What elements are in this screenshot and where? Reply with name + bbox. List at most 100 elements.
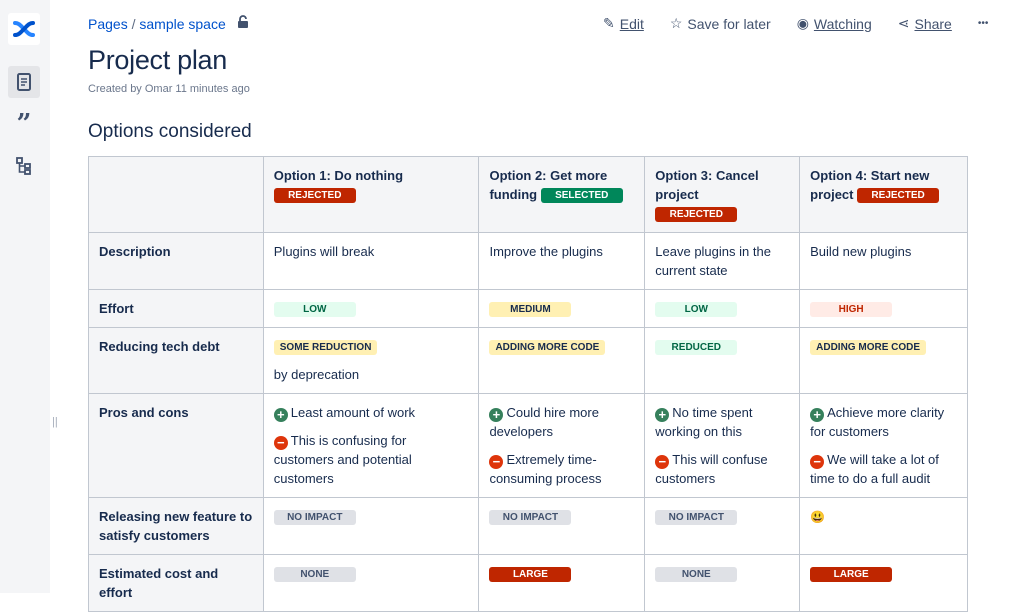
options-table: Option 1: Do nothing REJECTED Option 2: G… xyxy=(88,156,968,612)
option-title: Option 1: Do nothing xyxy=(273,168,404,183)
breadcrumb-pages[interactable]: Pages xyxy=(88,16,128,32)
cell-note: by deprecation xyxy=(273,367,360,382)
effort-badge: HIGH xyxy=(810,302,893,318)
more-actions-button[interactable]: ••• xyxy=(978,15,989,32)
pro-text: Least amount of work xyxy=(290,405,416,420)
star-icon: ☆ xyxy=(669,15,683,31)
page-title: Project plan xyxy=(88,45,227,75)
edit-label: Edit xyxy=(619,15,644,32)
table-row: Releasing new feature to satisfy custome… xyxy=(88,497,968,555)
status-badge: REJECTED xyxy=(655,207,738,223)
minus-icon: − xyxy=(655,455,670,469)
option-header: Option 1: Do nothing REJECTED xyxy=(262,156,480,233)
effort-badge: LOW xyxy=(655,302,738,318)
breadcrumb-space[interactable]: sample space xyxy=(139,16,226,32)
cost-badge: LARGE xyxy=(810,567,893,583)
quote-icon[interactable]: ” xyxy=(16,109,32,139)
effort-badge: LOW xyxy=(273,302,356,318)
option-title: Option 3: Cancel project xyxy=(655,168,759,202)
plus-icon: + xyxy=(273,408,288,422)
corner-cell xyxy=(88,156,264,233)
cell: ADDING MORE CODE xyxy=(799,327,968,394)
table-row: Reducing tech debt SOME REDUCTION by depr… xyxy=(88,327,968,394)
cell: + Least amount of work − This is confusing … xyxy=(262,393,480,498)
row-header: Estimated cost and effort xyxy=(88,554,264,612)
cell: LARGE xyxy=(478,554,646,612)
pro-text: Achieve more clarity for customers xyxy=(810,405,945,439)
cell: 😃 xyxy=(799,497,968,555)
table-row: Description Plugins will break Improve t… xyxy=(88,232,968,290)
table-header-row: Option 1: Do nothing REJECTED Option 2: G… xyxy=(88,156,968,233)
eye-icon: ◉ xyxy=(796,15,809,31)
edit-button[interactable]: ✎ Edit xyxy=(603,15,644,32)
share-button[interactable]: ⋖ Share xyxy=(898,15,952,32)
cell: REDUCED xyxy=(644,327,801,394)
option-header: Option 3: Cancel project REJECTED xyxy=(644,156,801,233)
share-label: Share xyxy=(914,15,952,32)
impact-badge: NO IMPACT xyxy=(655,510,738,526)
row-header: Effort xyxy=(88,289,264,328)
cell: MEDIUM xyxy=(478,289,646,328)
table-row: Estimated cost and effort NONE LARGE NON… xyxy=(88,554,968,612)
pro-text: No time spent working on this xyxy=(655,405,753,439)
plus-icon: + xyxy=(489,408,504,422)
impact-badge: NO IMPACT xyxy=(489,510,572,526)
pencil-icon: ✎ xyxy=(603,15,615,31)
cell: LOW xyxy=(644,289,801,328)
breadcrumb: Pages / sample space xyxy=(88,16,226,32)
cell: SOME REDUCTION by deprecation xyxy=(262,327,480,394)
option-header: Option 2: Get more funding SELECTED xyxy=(478,156,646,233)
resize-handle[interactable]: || xyxy=(52,416,58,428)
effort-badge: MEDIUM xyxy=(489,302,572,318)
plus-icon: + xyxy=(810,408,825,422)
row-header: Releasing new feature to satisfy custome… xyxy=(88,497,264,555)
breadcrumb-separator: / xyxy=(131,16,136,32)
pages-icon[interactable] xyxy=(8,66,40,98)
save-for-later-button[interactable]: ☆ Save for later xyxy=(670,15,771,32)
cell: NO IMPACT xyxy=(644,497,801,555)
watch-label: Watching xyxy=(813,15,872,32)
row-header: Reducing tech debt xyxy=(88,327,264,394)
cell: Build new plugins xyxy=(799,232,968,290)
con-text: Extremely time-consuming process xyxy=(489,452,602,486)
cell: LOW xyxy=(262,289,480,328)
option-title: Option 2: Get more funding xyxy=(489,168,608,202)
tech-debt-badge: ADDING MORE CODE xyxy=(810,340,927,356)
impact-badge: NO IMPACT xyxy=(273,510,356,526)
cell: ADDING MORE CODE xyxy=(478,327,646,394)
cell: NONE xyxy=(644,554,801,612)
cost-badge: NONE xyxy=(655,567,738,583)
cell: LARGE xyxy=(799,554,968,612)
confluence-logo-icon[interactable] xyxy=(8,13,40,45)
row-header: Pros and cons xyxy=(88,393,264,498)
unlock-icon[interactable] xyxy=(237,15,249,32)
section-heading: Options considered xyxy=(88,121,252,142)
cell: + No time spent working on this − This will… xyxy=(644,393,801,498)
cell: Leave plugins in the current state xyxy=(644,232,801,290)
more-icon: ••• xyxy=(977,18,989,29)
page-actions: ✎ Edit ☆ Save for later ◉ Watching ⋖ Share •… xyxy=(603,15,1014,32)
tech-debt-badge: REDUCED xyxy=(655,340,738,356)
status-badge: SELECTED xyxy=(540,188,623,204)
share-icon: ⋖ xyxy=(897,15,910,31)
cell: Plugins will break xyxy=(262,232,480,290)
table-row: Pros and cons + Least amount of work − This… xyxy=(88,393,968,498)
cost-badge: NONE xyxy=(273,567,356,583)
tech-debt-badge: ADDING MORE CODE xyxy=(489,340,606,356)
sidebar: ” xyxy=(0,0,50,593)
page-byline: Created by Omar 11 minutes ago xyxy=(88,83,250,95)
row-header: Description xyxy=(88,232,264,290)
option-title: Option 4: Start new project xyxy=(810,168,930,202)
cell: + Could hire more developers − Extremely ti… xyxy=(478,393,646,498)
con-text: This will confuse customers xyxy=(655,452,768,486)
minus-icon: − xyxy=(489,455,504,469)
table-row: Effort LOW MEDIUM LOW HIGH xyxy=(88,289,968,328)
pro-text: Could hire more developers xyxy=(489,405,599,439)
con-text: We will take a lot of time to do a full … xyxy=(810,452,939,486)
page-tree-icon[interactable] xyxy=(8,150,40,182)
cell: NO IMPACT xyxy=(478,497,646,555)
tech-debt-badge: SOME REDUCTION xyxy=(273,340,378,356)
watching-button[interactable]: ◉ Watching xyxy=(797,15,872,32)
status-badge: REJECTED xyxy=(273,188,356,204)
option-header: Option 4: Start new project REJECTED xyxy=(799,156,968,233)
